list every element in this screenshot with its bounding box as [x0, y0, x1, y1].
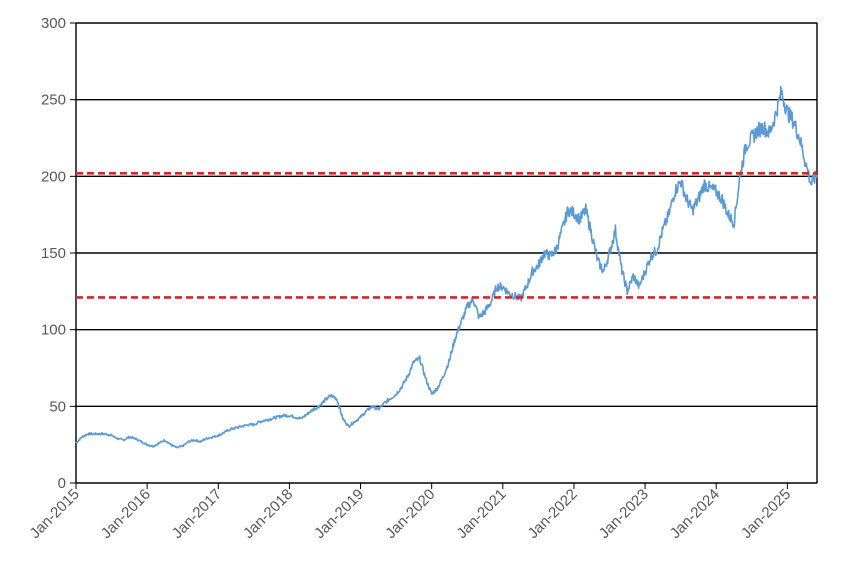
- series: [75, 85, 818, 449]
- x-tick-label: Jan-2022: [525, 486, 581, 542]
- x-tick-label: Jan-2015: [27, 486, 83, 542]
- y-tick-label: 0: [58, 475, 66, 492]
- x-tick-label: Jan-2018: [240, 486, 296, 542]
- reference-lines: [76, 171, 817, 299]
- x-tick-label: Jan-2016: [98, 486, 154, 542]
- y-tick-label: 300: [41, 15, 66, 32]
- gridlines: [76, 22, 817, 408]
- x-tick-label: Jan-2021: [453, 486, 509, 542]
- y-tick-label: 100: [41, 322, 66, 339]
- x-tick-label: Jan-2024: [667, 486, 723, 542]
- x-tick-label: Jan-2019: [311, 486, 367, 542]
- x-tick-label: Jan-2017: [169, 486, 225, 542]
- y-tick-label: 150: [41, 245, 66, 262]
- x-axis-ticks: Jan-2015 Jan-2016 Jan-2017 Jan-2018 Jan-2019…: [27, 483, 794, 542]
- x-tick-label: Jan-2020: [382, 486, 438, 542]
- series-line: [75, 85, 818, 449]
- y-axis-ticks: 0 50 100 150 200 250 300: [41, 15, 76, 492]
- x-tick-label: Jan-2023: [596, 486, 652, 542]
- y-tick-label: 50: [49, 398, 66, 415]
- y-tick-label: 200: [41, 168, 66, 185]
- y-tick-label: 250: [41, 92, 66, 109]
- x-tick-label: Jan-2025: [738, 486, 794, 542]
